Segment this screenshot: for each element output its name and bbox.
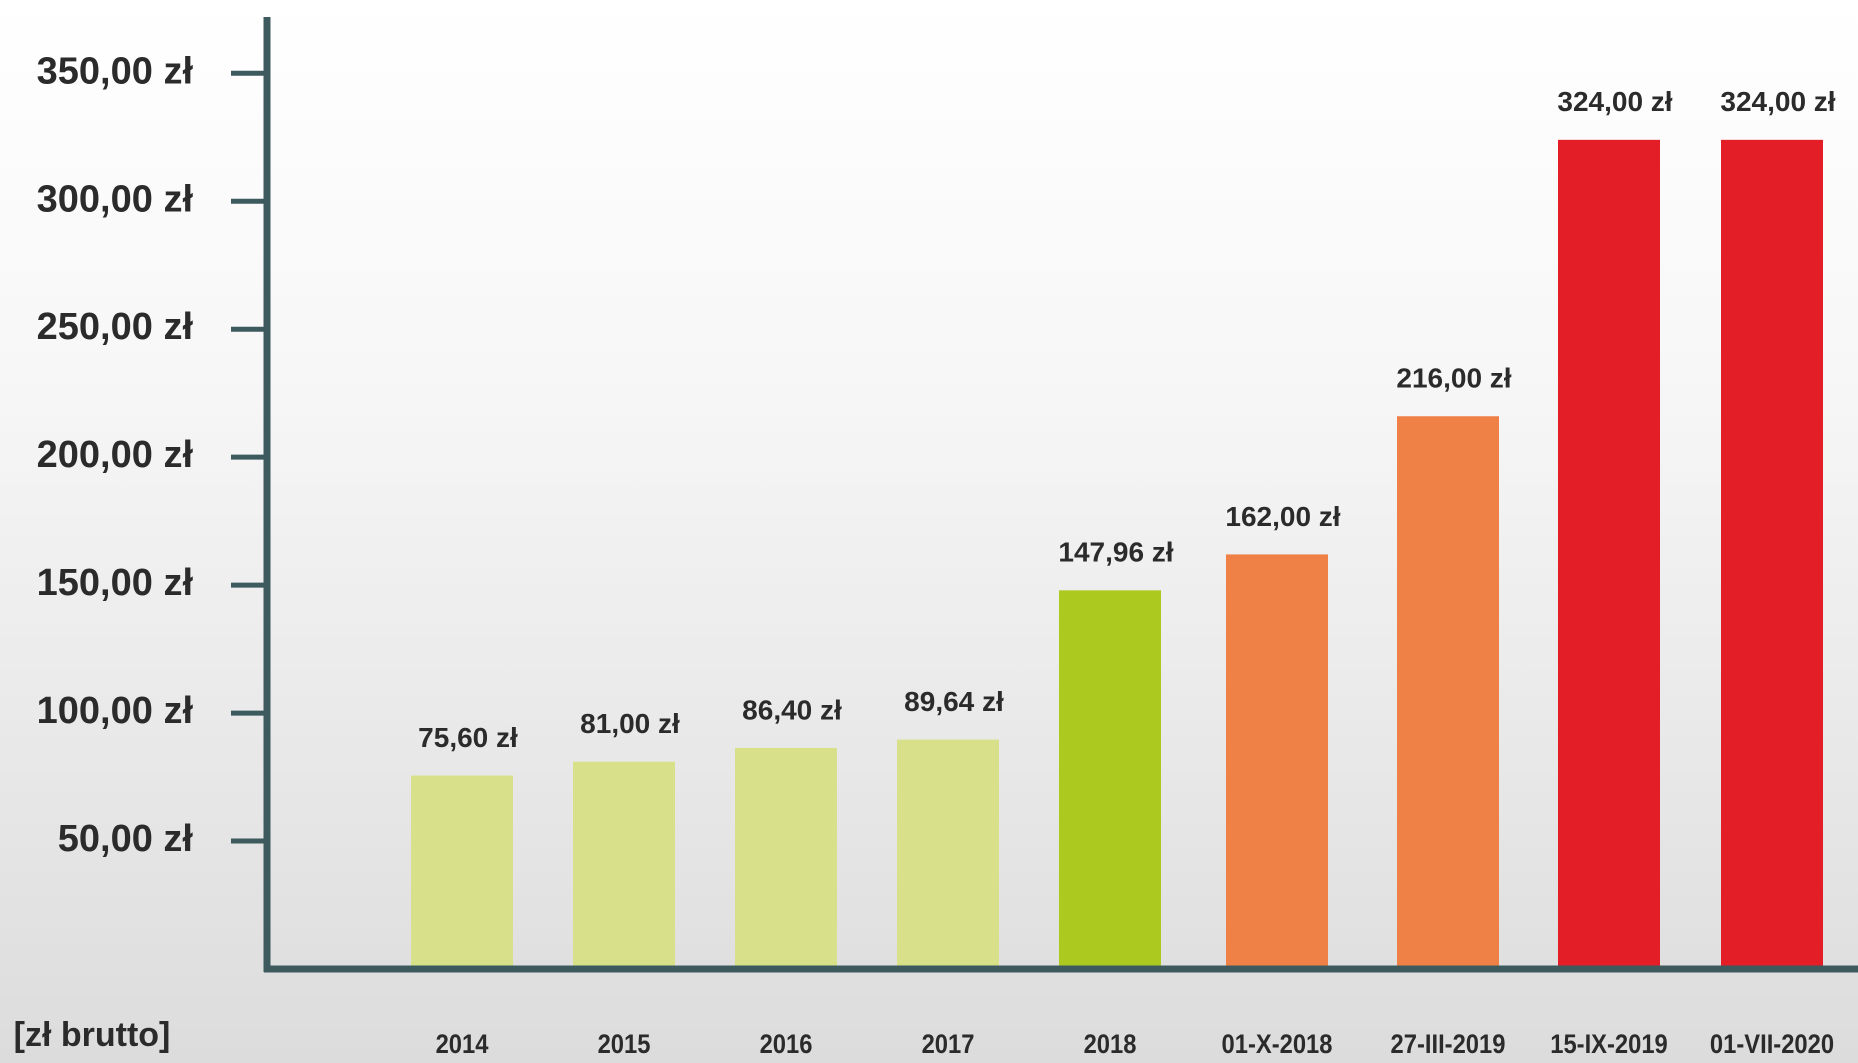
bar xyxy=(411,776,513,969)
y-tick-label: 200,00 zł xyxy=(37,434,194,476)
value-label: 324,00 zł xyxy=(1557,86,1672,117)
y-tick-label: 250,00 zł xyxy=(37,306,194,348)
value-label: 81,00 zł xyxy=(580,708,680,739)
bar xyxy=(1721,140,1823,969)
bar xyxy=(897,740,999,969)
value-label: 147,96 zł xyxy=(1058,537,1173,568)
x-tick-label: 01-X-2018 xyxy=(1222,1030,1333,1060)
value-label: 75,60 zł xyxy=(418,722,518,753)
bar xyxy=(1558,140,1660,969)
x-tick-label: 2016 xyxy=(760,1030,813,1060)
y-axis-label: [zł brutto] xyxy=(14,1016,171,1054)
x-tick-label: 01-VII-2020 xyxy=(1710,1030,1834,1060)
bar xyxy=(573,762,675,969)
chart: [zł brutto] 50,00 zł 100,00 zł 150,00 zł 20… xyxy=(0,0,1858,1063)
x-tick-label: 27-III-2019 xyxy=(1391,1030,1506,1060)
value-label: 162,00 zł xyxy=(1225,501,1340,532)
y-tick-label: 150,00 zł xyxy=(37,562,194,604)
x-tick-label: 2018 xyxy=(1084,1030,1137,1060)
x-tick-label: 15-IX-2019 xyxy=(1550,1030,1668,1060)
y-tick-label: 50,00 zł xyxy=(58,818,194,860)
x-tick-label: 2015 xyxy=(598,1030,651,1060)
y-tick-label: 100,00 zł xyxy=(37,690,194,732)
value-label: 86,40 zł xyxy=(742,694,842,725)
value-label: 324,00 zł xyxy=(1720,86,1835,117)
y-tick-label: 300,00 zł xyxy=(37,178,194,220)
bar xyxy=(1397,416,1499,969)
y-tick-label: 350,00 zł xyxy=(37,50,194,92)
bar xyxy=(1226,554,1328,969)
value-label: 89,64 zł xyxy=(904,686,1004,717)
bar xyxy=(1059,590,1161,969)
x-tick-label: 2017 xyxy=(922,1030,975,1060)
x-tick-label: 2014 xyxy=(436,1030,489,1060)
bar xyxy=(735,748,837,969)
value-label: 216,00 zł xyxy=(1396,363,1511,394)
